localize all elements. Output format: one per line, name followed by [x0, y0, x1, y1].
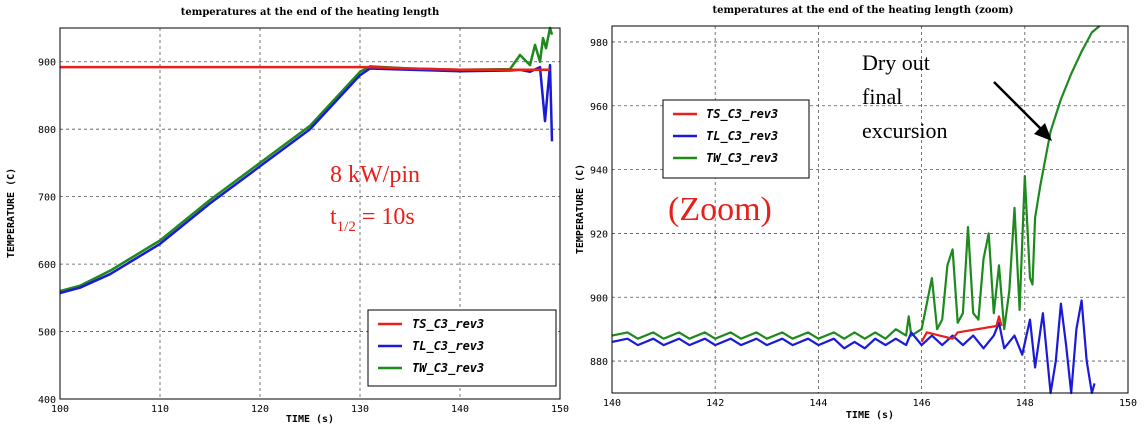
- x-tick-labels-zoom: 140 142 144 146 148 150: [603, 398, 1137, 409]
- y-tick-label: 800: [38, 125, 56, 136]
- y-tick-label: 700: [38, 193, 56, 204]
- y-axis-label-zoom: TEMPERATURE (C): [575, 164, 586, 254]
- chart-right: temperatures at the end of the heating l…: [575, 5, 1137, 421]
- series-line-TL_C3_rev3: [59, 63, 554, 295]
- legend-label-tl-zoom: TL_C3_rev3: [706, 129, 778, 144]
- dryout-arrow: [993, 81, 1047, 135]
- dryout-arrowhead: [1034, 123, 1052, 141]
- halflife-value: = 10s: [356, 204, 415, 230]
- x-tick-label: 140: [603, 398, 621, 409]
- y-tick-label: 960: [590, 102, 608, 113]
- y-tick-label: 900: [590, 293, 608, 304]
- zoom-annotation: (Zoom): [668, 191, 772, 228]
- x-tick-label: 100: [51, 404, 69, 415]
- dryout-annotation-line1: Dry out: [862, 50, 930, 75]
- halflife-subscript: 1/2: [337, 219, 356, 235]
- legend-label-ts: TS_C3_rev3: [412, 317, 484, 332]
- y-tick-label: 900: [38, 58, 56, 69]
- x-tick-label: 148: [1016, 398, 1034, 409]
- chart-title-zoom: temperatures at the end of the heating l…: [712, 5, 1013, 16]
- legend-zoom: TS_C3_rev3 TL_C3_rev3 TW_C3_rev3: [662, 99, 810, 179]
- power-annotation: 8 kW/pin: [330, 162, 420, 188]
- y-tick-label: 940: [590, 166, 608, 177]
- x-tick-label: 150: [1119, 398, 1137, 409]
- y-tick-label: 600: [38, 260, 56, 271]
- series-line-TL_C3_rev3: [611, 299, 1096, 395]
- series-line-TW_C3_rev3: [611, 25, 1101, 340]
- x-tick-label: 110: [151, 404, 169, 415]
- legend-label-ts-zoom: TS_C3_rev3: [706, 107, 778, 122]
- y-tick-labels: 400 500 600 700 800 900: [38, 58, 56, 406]
- x-tick-label: 130: [351, 404, 369, 415]
- halflife-t: t: [330, 204, 337, 230]
- chart-left: temperatures at the end of the heating l…: [6, 7, 569, 425]
- x-tick-label: 120: [251, 404, 269, 415]
- y-tick-label: 920: [590, 229, 608, 240]
- series-group: [59, 26, 554, 295]
- x-tick-labels: 100 110 120 130 140 150: [51, 404, 569, 415]
- x-tick-label: 142: [706, 398, 724, 409]
- series-line-TS_C3_rev3: [920, 315, 1003, 343]
- dryout-annotation-line2: final: [862, 84, 902, 109]
- y-tick-labels-zoom: 880 900 920 940 960 980: [590, 38, 608, 368]
- series-line-TS_C3_rev3: [60, 65, 550, 72]
- legend-box: [367, 309, 557, 387]
- legend-label-tw: TW_C3_rev3: [412, 361, 484, 376]
- y-tick-label: 500: [38, 328, 56, 339]
- x-tick-label: 144: [809, 398, 827, 409]
- y-tick-label: 880: [590, 357, 608, 368]
- series-group-zoom: [611, 25, 1101, 395]
- y-tick-label: 400: [38, 395, 56, 406]
- dryout-annotation-line3: excursion: [862, 118, 948, 143]
- halflife-annotation: t1/2 = 10s: [330, 204, 415, 235]
- y-axis-label: TEMPERATURE (C): [6, 168, 17, 258]
- x-tick-label: 140: [451, 404, 469, 415]
- plot-frame: [59, 27, 561, 400]
- y-tick-label: 980: [590, 38, 608, 49]
- x-tick-label: 150: [551, 404, 569, 415]
- legend-label-tw-zoom: TW_C3_rev3: [706, 151, 778, 166]
- x-tick-label: 146: [913, 398, 931, 409]
- chart-title: temperatures at the end of the heating l…: [181, 7, 440, 18]
- plot-frame-zoom: [611, 25, 1129, 394]
- legend: TS_C3_rev3 TL_C3_rev3 TW_C3_rev3: [367, 309, 557, 387]
- legend-label-tl: TL_C3_rev3: [412, 339, 484, 354]
- x-axis-label: TIME (s): [286, 414, 334, 425]
- x-axis-label-zoom: TIME (s): [846, 410, 894, 421]
